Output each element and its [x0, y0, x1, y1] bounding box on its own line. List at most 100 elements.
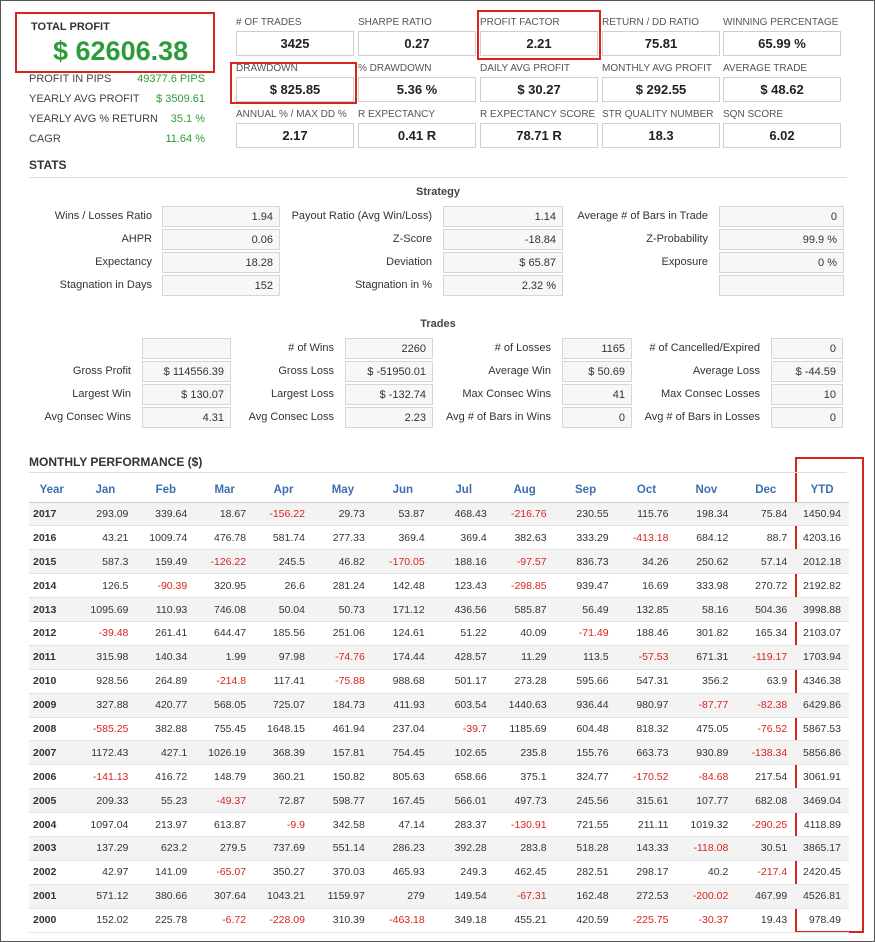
month-value-cell: -298.85 — [494, 573, 555, 599]
month-value-cell: 684.12 — [676, 525, 737, 551]
stat-value: 18.28 — [162, 252, 280, 273]
month-value-cell: 671.31 — [676, 645, 737, 670]
year-cell: 2005 — [29, 788, 75, 814]
table-row: 2009 327.88 420.77 568.05 725.07 184.73 411.93… — [29, 693, 849, 718]
month-value-cell: 1019.32 — [676, 812, 737, 837]
month-value-cell: 6429.86 — [795, 693, 849, 718]
month-value-cell: 29.73 — [312, 502, 373, 527]
metric-trades: # OF TRADES 3425 — [236, 17, 354, 56]
year-cell: 2016 — [29, 525, 75, 551]
trade-stat-label: Average Win — [488, 365, 551, 377]
month-value-cell: 568.05 — [195, 693, 255, 718]
month-value-cell: 333.29 — [554, 525, 617, 551]
month-value-cell: 184.73 — [312, 693, 373, 718]
month-value-cell: 50.73 — [312, 597, 373, 622]
table-row: 2004 1097.04 213.97 613.87 -9.9 342.58 47.14 28… — [29, 812, 849, 837]
metric-value: 3425 — [236, 31, 354, 56]
left-stat-value: 49377.6 PIPS — [137, 73, 205, 85]
table-row: 2005 209.33 55.23 -49.37 72.87 598.77 167.45 56… — [29, 788, 849, 814]
month-value-cell: 19.43 — [736, 908, 796, 933]
month-value-cell: -75.88 — [312, 669, 373, 694]
metric-profit-factor: PROFIT FACTOR 2.21 — [480, 17, 598, 56]
month-value-cell: 282.51 — [554, 860, 617, 885]
left-stat-row: CAGR 11.64 % — [29, 133, 205, 147]
trade-stat-value: 0 — [771, 338, 843, 359]
stat-label: Payout Ratio (Avg Win/Loss) — [291, 210, 432, 222]
month-value-cell: 2012.18 — [795, 549, 849, 575]
month-value-cell: 3998.88 — [795, 597, 849, 622]
month-value-cell: -67.31 — [494, 884, 555, 909]
month-value-cell: 369.4 — [432, 525, 495, 551]
month-value-cell: 46.82 — [312, 549, 373, 575]
column-header: May — [312, 478, 373, 503]
month-value-cell: 547.31 — [616, 669, 677, 694]
month-value-cell: 603.54 — [432, 693, 495, 718]
year-cell: 2014 — [29, 573, 75, 599]
year-cell: 2017 — [29, 502, 75, 527]
metric-value: 6.02 — [723, 123, 841, 148]
month-value-cell: -170.52 — [616, 764, 677, 790]
month-value-cell: 4526.81 — [795, 884, 849, 909]
metric-value: $ 48.62 — [723, 77, 841, 102]
month-value-cell: 978.49 — [795, 908, 849, 933]
stat-label: AHPR — [121, 233, 152, 245]
metric-label: AVERAGE TRADE — [723, 63, 808, 74]
month-value-cell: 988.68 — [372, 669, 433, 694]
month-value-cell: 167.45 — [372, 788, 433, 814]
left-stat-row: PROFIT IN PIPS 49377.6 PIPS — [29, 73, 205, 87]
left-stat-label: YEARLY AVG PROFIT — [29, 93, 140, 105]
month-value-cell: -290.25 — [736, 812, 796, 837]
metric-str-quality: STR QUALITY NUMBER 18.3 — [602, 109, 720, 148]
month-value-cell: 392.28 — [432, 836, 495, 861]
metric-label: RETURN / DD RATIO — [602, 17, 700, 28]
metric-value: 2.17 — [236, 123, 354, 148]
month-value-cell: 283.8 — [494, 836, 555, 861]
month-value-cell: 237.04 — [372, 717, 433, 742]
month-value-cell: 279.5 — [195, 836, 255, 861]
month-value-cell: 416.72 — [136, 764, 196, 790]
month-value-cell: 58.16 — [676, 597, 737, 622]
table-row: 2008 -585.25 382.88 755.45 1648.15 461.94 237.… — [29, 717, 849, 742]
month-value-cell: -71.49 — [554, 621, 617, 646]
month-value-cell: 566.01 — [432, 788, 495, 814]
month-value-cell: 40.09 — [494, 621, 555, 646]
month-value-cell: 462.45 — [494, 860, 555, 885]
year-cell: 2009 — [29, 693, 75, 718]
month-value-cell: 658.66 — [432, 764, 495, 790]
month-value-cell: 56.49 — [554, 597, 617, 622]
trade-stat-value: $ -44.59 — [771, 361, 843, 382]
month-value-cell: 4118.89 — [795, 812, 849, 837]
table-row: 2006 -141.13 416.72 148.79 360.21 150.82 805.6… — [29, 764, 849, 790]
month-value-cell: 75.84 — [736, 502, 796, 527]
stat-value: 1.14 — [443, 206, 563, 227]
month-value-cell: 497.73 — [494, 788, 555, 814]
month-value-cell: -97.57 — [494, 549, 555, 575]
month-value-cell: 34.26 — [616, 549, 677, 575]
month-value-cell: 939.47 — [554, 573, 617, 599]
metric-sqn-score: SQN SCORE 6.02 — [723, 109, 841, 148]
month-value-cell: 124.61 — [372, 621, 433, 646]
month-value-cell: -228.09 — [254, 908, 313, 933]
trade-stat-value: 0 — [562, 407, 632, 428]
stat-label: Expectancy — [95, 256, 152, 268]
month-value-cell: -65.07 — [195, 860, 255, 885]
month-value-cell: 102.65 — [432, 740, 495, 766]
month-value-cell: 721.55 — [554, 812, 617, 837]
metric-r-expectancy-score: R EXPECTANCY SCORE 78.71 R — [480, 109, 598, 148]
month-value-cell: 587.3 — [74, 549, 137, 575]
month-value-cell: 137.29 — [74, 836, 137, 861]
month-value-cell: 261.41 — [136, 621, 196, 646]
month-value-cell: 310.39 — [312, 908, 373, 933]
trade-stat-value: $ 114556.39 — [142, 361, 231, 382]
month-value-cell: 455.21 — [494, 908, 555, 933]
month-value-cell: 501.17 — [432, 669, 495, 694]
trade-stat-value: 0 — [771, 407, 843, 428]
left-stat-label: CAGR — [29, 133, 61, 145]
month-value-cell: 370.03 — [312, 860, 373, 885]
month-value-cell: 213.97 — [136, 812, 196, 837]
month-value-cell: 551.14 — [312, 836, 373, 861]
month-value-cell: 1648.15 — [254, 717, 313, 742]
divider — [29, 472, 847, 473]
month-value-cell: 585.87 — [494, 597, 555, 622]
month-value-cell: 251.06 — [312, 621, 373, 646]
